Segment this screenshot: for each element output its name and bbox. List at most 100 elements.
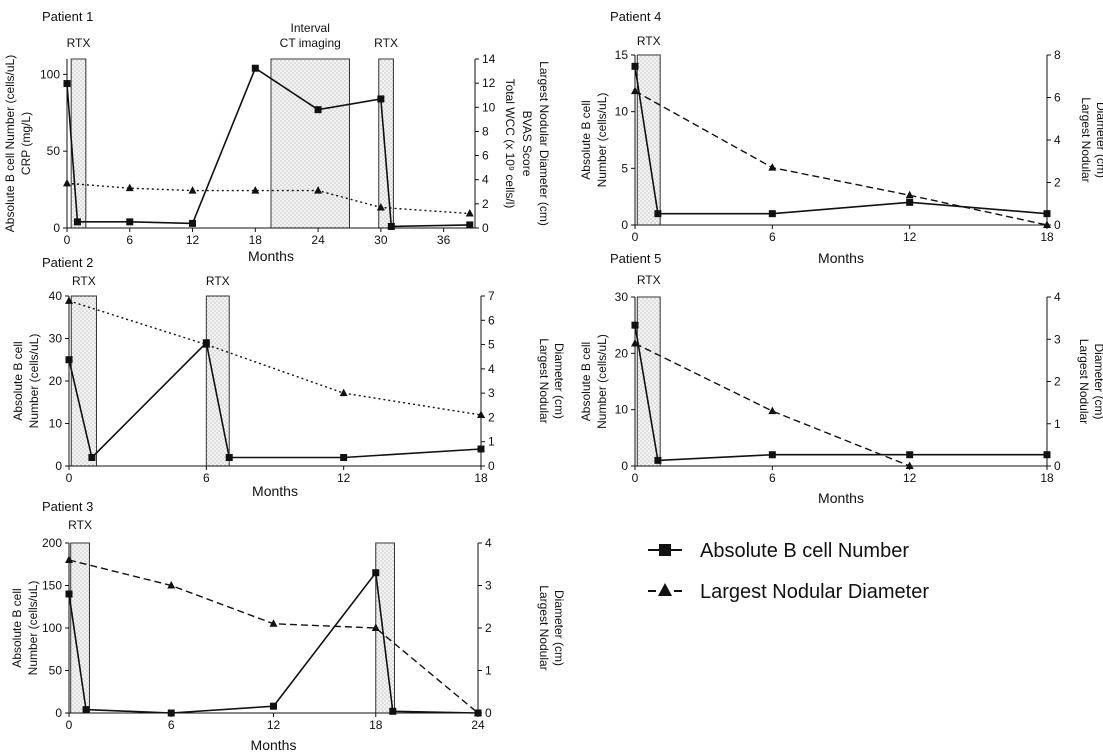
y-axis-left-label: Absolute B cell — [579, 342, 593, 421]
chart-title: Patient 3 — [42, 499, 93, 514]
y-right-tick-label: 3 — [485, 579, 492, 593]
y-right-tick-label: 10 — [482, 100, 496, 114]
nodule-data-point — [167, 581, 176, 589]
bcell-data-point — [631, 62, 639, 70]
y-right-tick-label: 6 — [488, 313, 495, 327]
y-axis-right-label: BVAS Score — [520, 111, 534, 177]
y-right-tick-label: 8 — [1054, 48, 1061, 62]
nodule-data-point — [202, 340, 211, 348]
x-axis-label: Months — [818, 490, 864, 506]
legend-square-marker-icon — [659, 544, 671, 556]
legend-item-bcell: Absolute B cell Number — [648, 540, 909, 562]
nodule-data-point — [768, 406, 777, 415]
nodule-data-point — [65, 296, 73, 304]
y-left-tick-label: 15 — [615, 48, 629, 62]
y-axis-right-label: Largest Nodular — [1077, 339, 1091, 424]
shaded-interval-band — [636, 296, 661, 467]
y-axis-left-label: Absolute B cell Number (cells/uL) — [3, 55, 17, 232]
nodule-data-point — [188, 186, 197, 194]
nodule-data-point — [376, 202, 385, 211]
nodule-data-point — [465, 209, 474, 217]
y-left-tick-label: 100 — [42, 621, 62, 635]
bcell-data-point — [63, 80, 71, 88]
bcell-data-point — [225, 454, 233, 461]
x-tick-label: 6 — [203, 471, 210, 485]
x-tick-label: 18 — [474, 471, 488, 485]
y-axis-left-label: Number (cells/uL) — [595, 334, 609, 429]
y-axis-right-label: Largest Nodular — [1079, 97, 1093, 182]
bcell-data-point — [270, 702, 277, 710]
nodule-series-line — [66, 182, 470, 215]
bcell-series-line — [634, 325, 1047, 462]
y-left-tick-label: 30 — [615, 290, 629, 304]
nodule-series-line — [634, 342, 910, 467]
band-label: RTX — [637, 34, 661, 48]
nodule-data-point — [474, 708, 482, 716]
y-right-tick-label: 0 — [485, 706, 492, 720]
x-tick-label: 0 — [64, 233, 71, 247]
x-tick-label: 30 — [374, 233, 388, 247]
band-label: CT imaging — [280, 36, 341, 50]
nodule-data-point — [631, 86, 639, 95]
band-label: RTX — [68, 518, 92, 532]
bcell-series-line — [68, 570, 479, 714]
y-left-tick-label: 20 — [49, 374, 63, 388]
bcell-data-point — [82, 706, 90, 714]
legend: Absolute B cell Number Largest Nodular D… — [648, 540, 929, 603]
y-right-tick-label: 1 — [488, 435, 495, 449]
y-right-tick-label: 2 — [485, 621, 492, 635]
bcell-data-point — [314, 106, 322, 114]
x-tick-label: 18 — [1040, 230, 1054, 244]
bcell-data-point — [906, 451, 914, 459]
bcell-data-point — [768, 451, 776, 459]
x-tick-label: 0 — [66, 718, 73, 732]
y-left-tick-label: 5 — [621, 161, 628, 175]
y-right-tick-label: 14 — [482, 52, 496, 66]
y-right-tick-label: 4 — [485, 536, 492, 550]
band-label: RTX — [67, 36, 91, 50]
y-right-tick-label: 0 — [1054, 459, 1061, 473]
bcell-data-point — [340, 454, 348, 461]
nodule-data-point — [1043, 220, 1051, 228]
nodule-data-point — [125, 183, 134, 192]
bcell-data-point — [251, 64, 259, 72]
bcell-data-point — [65, 356, 73, 364]
y-right-tick-label: 4 — [488, 362, 495, 376]
y-right-tick-label: 0 — [1054, 218, 1061, 232]
y-left-tick-label: 0 — [53, 221, 60, 235]
bcell-data-point — [73, 218, 81, 226]
bcell-data-point — [1043, 210, 1051, 218]
nodule-series-line — [68, 300, 482, 416]
y-left-tick-label: 0 — [621, 459, 628, 473]
nodule-data-point — [63, 178, 71, 187]
y-left-tick-label: 0 — [621, 218, 628, 232]
y-axis-right-label: Diameter (cm) — [552, 590, 566, 666]
band-label: Interval — [291, 21, 330, 35]
nodule-series-line — [68, 559, 479, 714]
x-axis-label: Months — [248, 248, 294, 264]
x-axis-label: Months — [818, 250, 864, 266]
x-tick-label: 12 — [186, 233, 200, 247]
x-tick-label: 18 — [1040, 471, 1054, 485]
bcell-data-point — [189, 219, 197, 227]
y-right-tick-label: 2 — [1054, 176, 1061, 190]
band-label: RTX — [206, 274, 230, 288]
x-tick-label: 12 — [903, 471, 917, 485]
bcell-data-point — [372, 569, 380, 577]
bcell-data-point — [654, 210, 662, 218]
y-axis-right-label: Largest Nodular — [537, 585, 551, 670]
x-tick-label: 36 — [437, 233, 451, 247]
bcell-series-line — [66, 67, 470, 228]
bcell-data-point — [377, 95, 385, 103]
y-left-tick-label: 10 — [615, 403, 629, 417]
y-right-tick-label: 12 — [482, 76, 496, 90]
nodule-data-point — [371, 623, 380, 631]
y-left-tick-label: 50 — [49, 664, 63, 678]
y-axis-right-label: Diameter (cm) — [552, 343, 566, 419]
nodule-series-line — [634, 90, 1048, 226]
